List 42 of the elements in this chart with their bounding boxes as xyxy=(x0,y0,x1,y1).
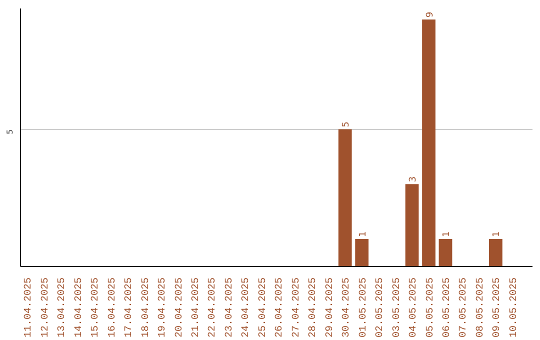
x-tick-label: 07.05.2025 xyxy=(458,277,470,338)
data-label: 3 xyxy=(408,176,419,182)
x-tick-label: 08.05.2025 xyxy=(475,277,486,338)
x-tick-label: 09.05.2025 xyxy=(492,277,504,338)
bar xyxy=(422,19,436,266)
x-tick-label: 10.05.2025 xyxy=(508,277,520,338)
x-tick-label: 23.04.2025 xyxy=(224,277,236,338)
x-tick-label: 03.05.2025 xyxy=(392,277,403,338)
bar xyxy=(355,239,369,266)
bar xyxy=(488,239,502,266)
data-label: 1 xyxy=(492,231,502,238)
bar xyxy=(405,184,419,266)
data-label: 5 xyxy=(342,122,352,128)
x-tick-label: 11.04.2025 xyxy=(24,277,35,338)
bar xyxy=(438,239,452,266)
x-tick-label: 16.04.2025 xyxy=(107,277,118,338)
x-tick-label: 04.05.2025 xyxy=(408,277,420,338)
data-label: 9 xyxy=(425,11,436,18)
x-tick-label: 06.05.2025 xyxy=(442,277,453,338)
x-tick-label: 21.04.2025 xyxy=(191,277,202,338)
x-tick-label: 26.04.2025 xyxy=(274,277,286,338)
x-tick-label: 20.04.2025 xyxy=(174,277,186,338)
x-tick-label: 13.04.2025 xyxy=(57,277,68,338)
x-tick-label: 12.04.2025 xyxy=(40,277,52,338)
x-tick-label: 19.04.2025 xyxy=(158,277,169,338)
x-tick-label: 22.04.2025 xyxy=(208,277,219,338)
x-tick-label: 18.04.2025 xyxy=(140,277,152,338)
x-tick-label: 28.04.2025 xyxy=(308,277,320,338)
x-tick-label: 25.04.2025 xyxy=(258,277,269,338)
data-label: 1 xyxy=(358,231,368,238)
x-tick-label: 24.04.2025 xyxy=(241,277,252,338)
x-tick-label: 05.05.2025 xyxy=(425,277,436,338)
bar xyxy=(338,129,352,266)
x-tick-label: 30.04.2025 xyxy=(342,277,353,338)
x-tick-label: 15.04.2025 xyxy=(90,277,102,338)
x-tick-label: 27.04.2025 xyxy=(291,277,302,338)
x-tick-label: 14.04.2025 xyxy=(74,277,85,338)
x-tick-label: 01.05.2025 xyxy=(358,277,370,338)
data-label: 1 xyxy=(442,231,452,238)
x-tick-label: 17.04.2025 xyxy=(124,277,136,338)
x-tick-label: 02.05.2025 xyxy=(375,277,386,338)
x-tick-label: 29.04.2025 xyxy=(324,277,336,338)
